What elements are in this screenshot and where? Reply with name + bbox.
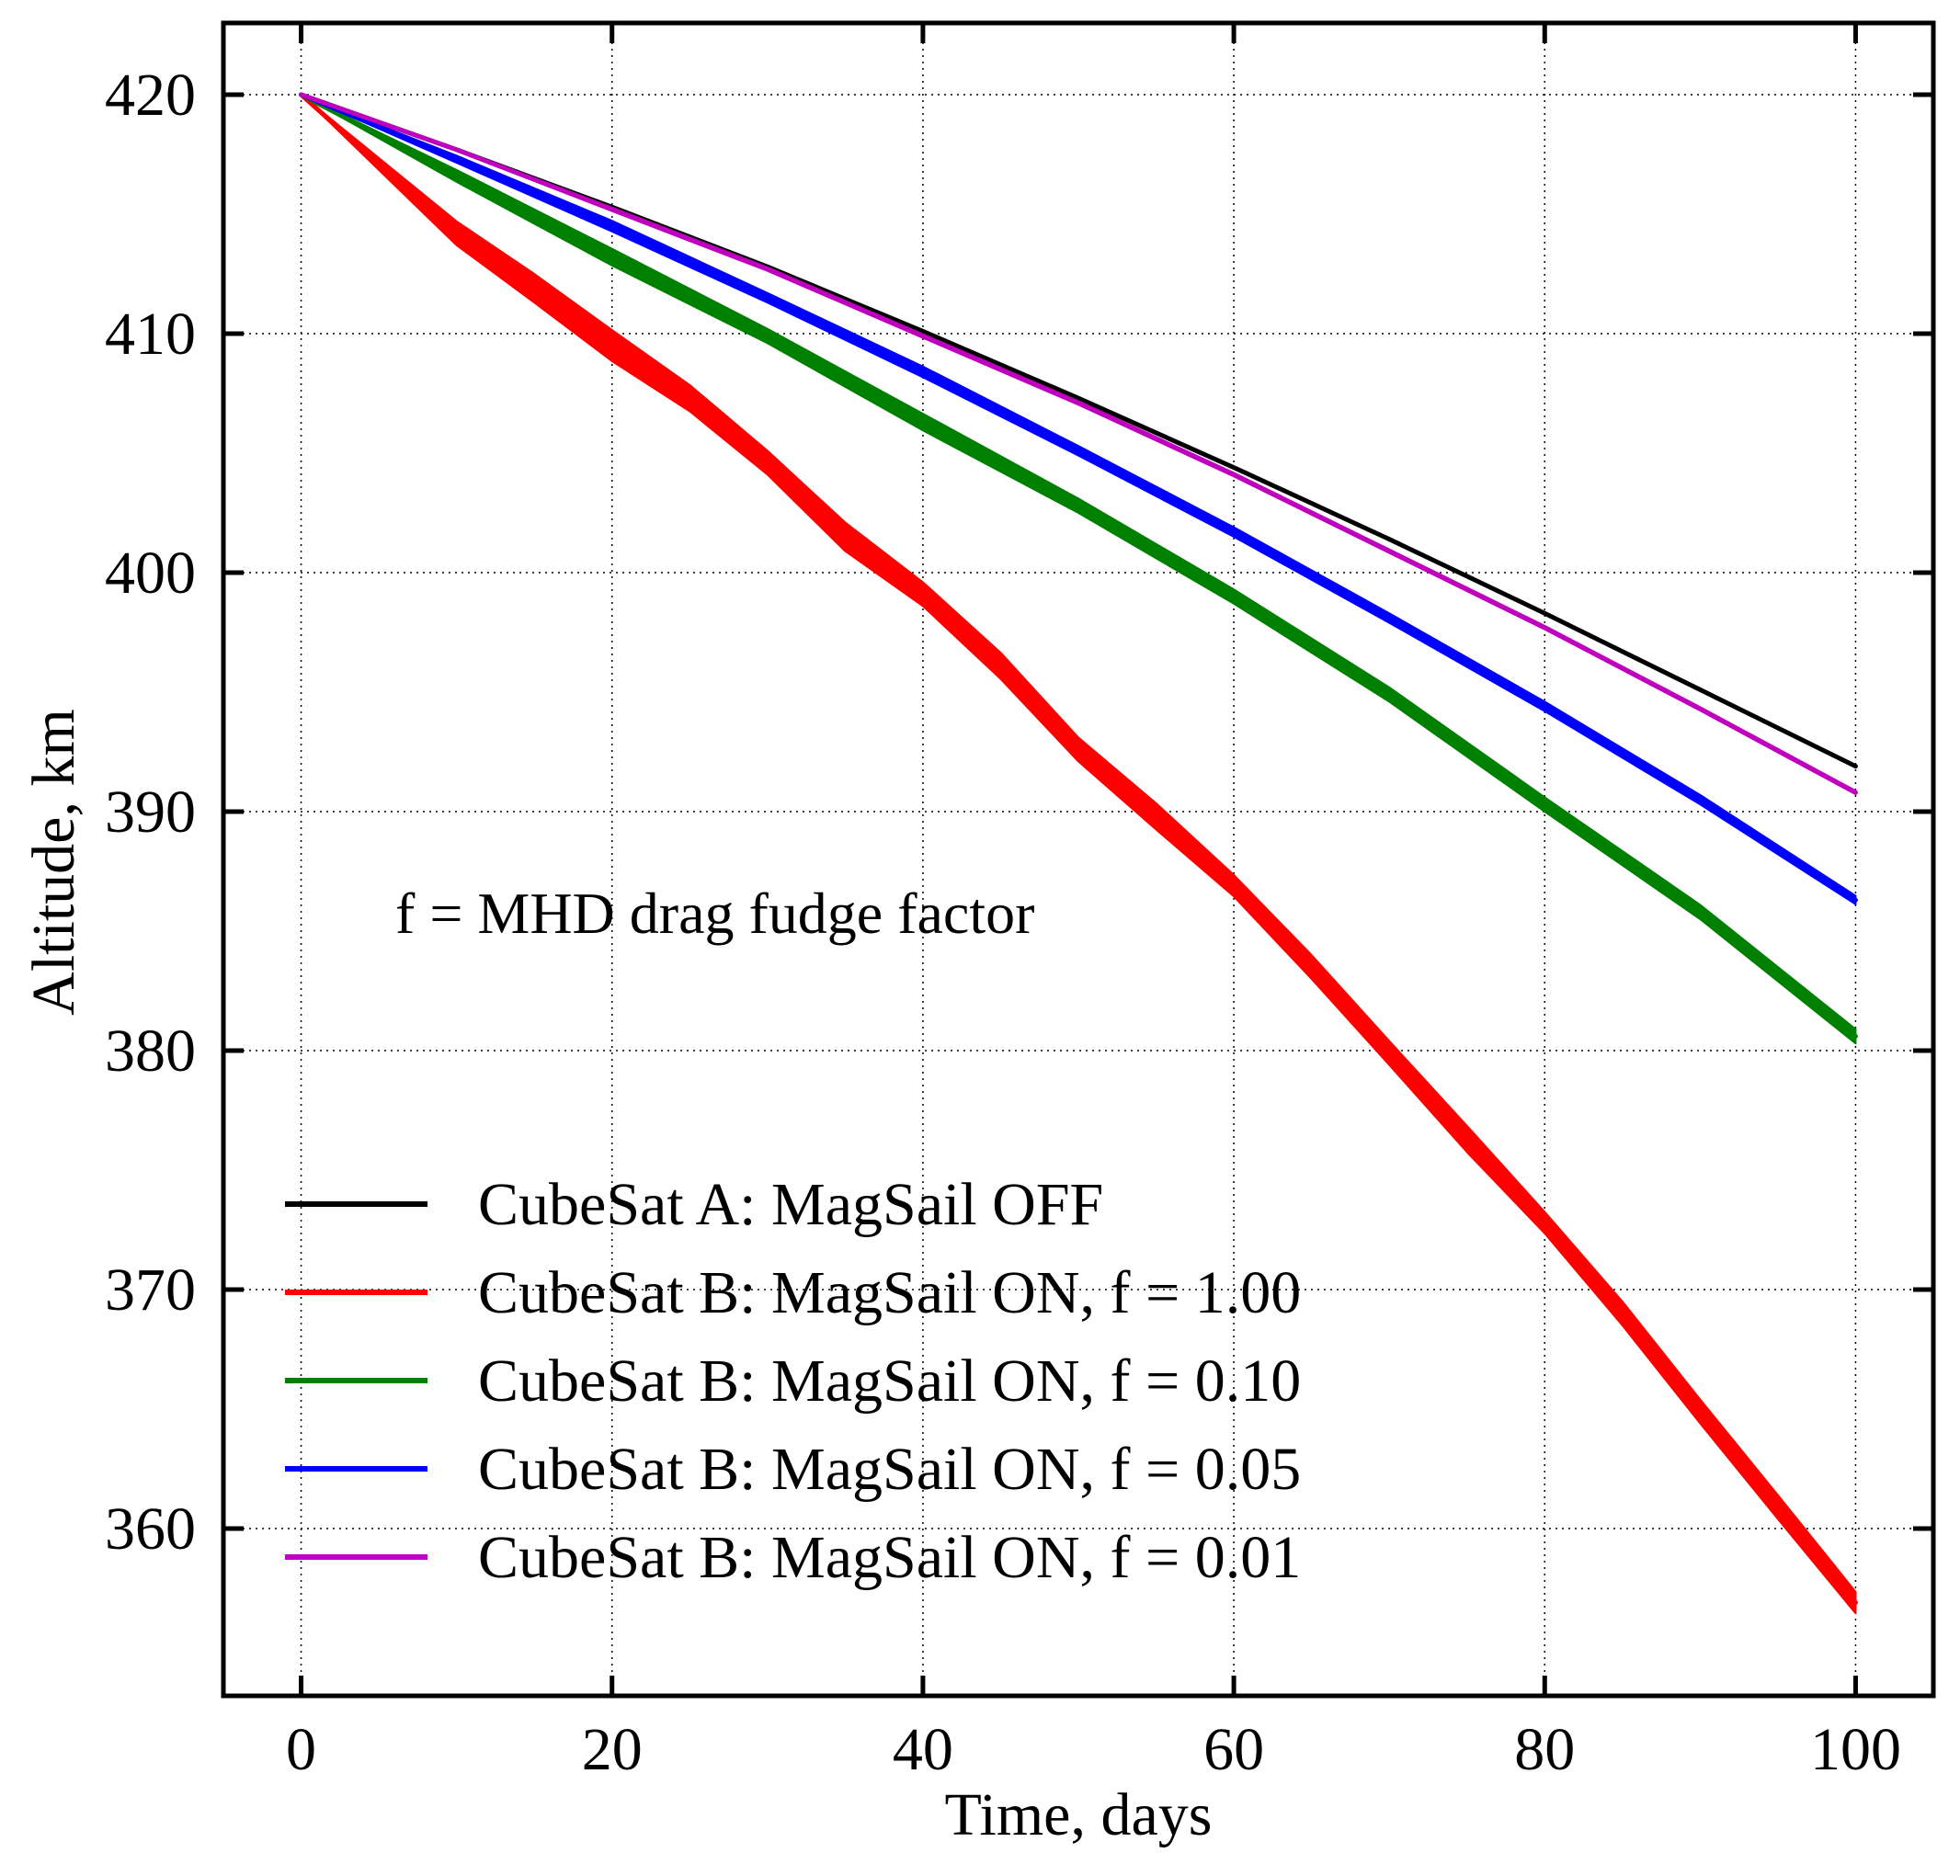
- y-tick-label: 380: [105, 1018, 196, 1085]
- x-tick-label: 40: [893, 1716, 953, 1783]
- legend-entry: CubeSat B: MagSail ON, f = 0.05: [285, 1436, 1301, 1503]
- series-2: [299, 92, 1858, 1045]
- legend-entry: CubeSat B: MagSail ON, f = 1.00: [285, 1259, 1301, 1326]
- series-lines: [299, 92, 1858, 1615]
- series-line: [299, 92, 1858, 795]
- series-4: [299, 92, 1858, 796]
- legend-label: CubeSat A: MagSail OFF: [478, 1171, 1103, 1238]
- series-line: [299, 92, 1858, 1039]
- y-tick-label: 370: [105, 1256, 196, 1324]
- legend-label: CubeSat B: MagSail ON, f = 1.00: [478, 1259, 1301, 1326]
- x-tick-label: 60: [1203, 1716, 1264, 1783]
- legend-entry: CubeSat A: MagSail OFF: [285, 1171, 1103, 1238]
- plot-frame: [221, 20, 1936, 1699]
- x-tick-label: 20: [582, 1716, 643, 1783]
- x-tick-label: 0: [286, 1716, 316, 1783]
- legend-entry: CubeSat B: MagSail ON, f = 0.01: [285, 1524, 1301, 1591]
- fudge-factor-annotation: f = MHD drag fudge factor: [395, 881, 1034, 946]
- tick-labels: 0 20 40 60 80 100 360 370 380 390 400 410 420: [105, 62, 1901, 1783]
- y-tick-label: 360: [105, 1495, 196, 1563]
- y-tick-label: 410: [105, 301, 196, 368]
- series-line: [299, 92, 1858, 1606]
- legend-label: CubeSat B: MagSail ON, f = 0.05: [478, 1436, 1301, 1503]
- legend: CubeSat A: MagSail OFF CubeSat B: MagSail…: [285, 1171, 1301, 1591]
- axes: [221, 20, 1936, 1699]
- legend-label: CubeSat B: MagSail ON, f = 0.10: [478, 1347, 1301, 1415]
- x-tick-label: 100: [1810, 1716, 1901, 1783]
- series-3: [299, 92, 1858, 905]
- series-1: [299, 92, 1858, 1615]
- x-tick-label: 80: [1514, 1716, 1575, 1783]
- y-tick-label: 390: [105, 779, 196, 846]
- y-tick-label: 420: [105, 62, 196, 129]
- x-axis-label: Time, days: [945, 1781, 1213, 1848]
- y-tick-label: 400: [105, 540, 196, 607]
- legend-label: CubeSat B: MagSail ON, f = 0.01: [478, 1524, 1301, 1591]
- series-line: [299, 92, 1858, 903]
- legend-entry: CubeSat B: MagSail ON, f = 0.10: [285, 1347, 1301, 1415]
- y-axis-label: Altitude, km: [20, 709, 87, 1016]
- grid: [223, 23, 1933, 1696]
